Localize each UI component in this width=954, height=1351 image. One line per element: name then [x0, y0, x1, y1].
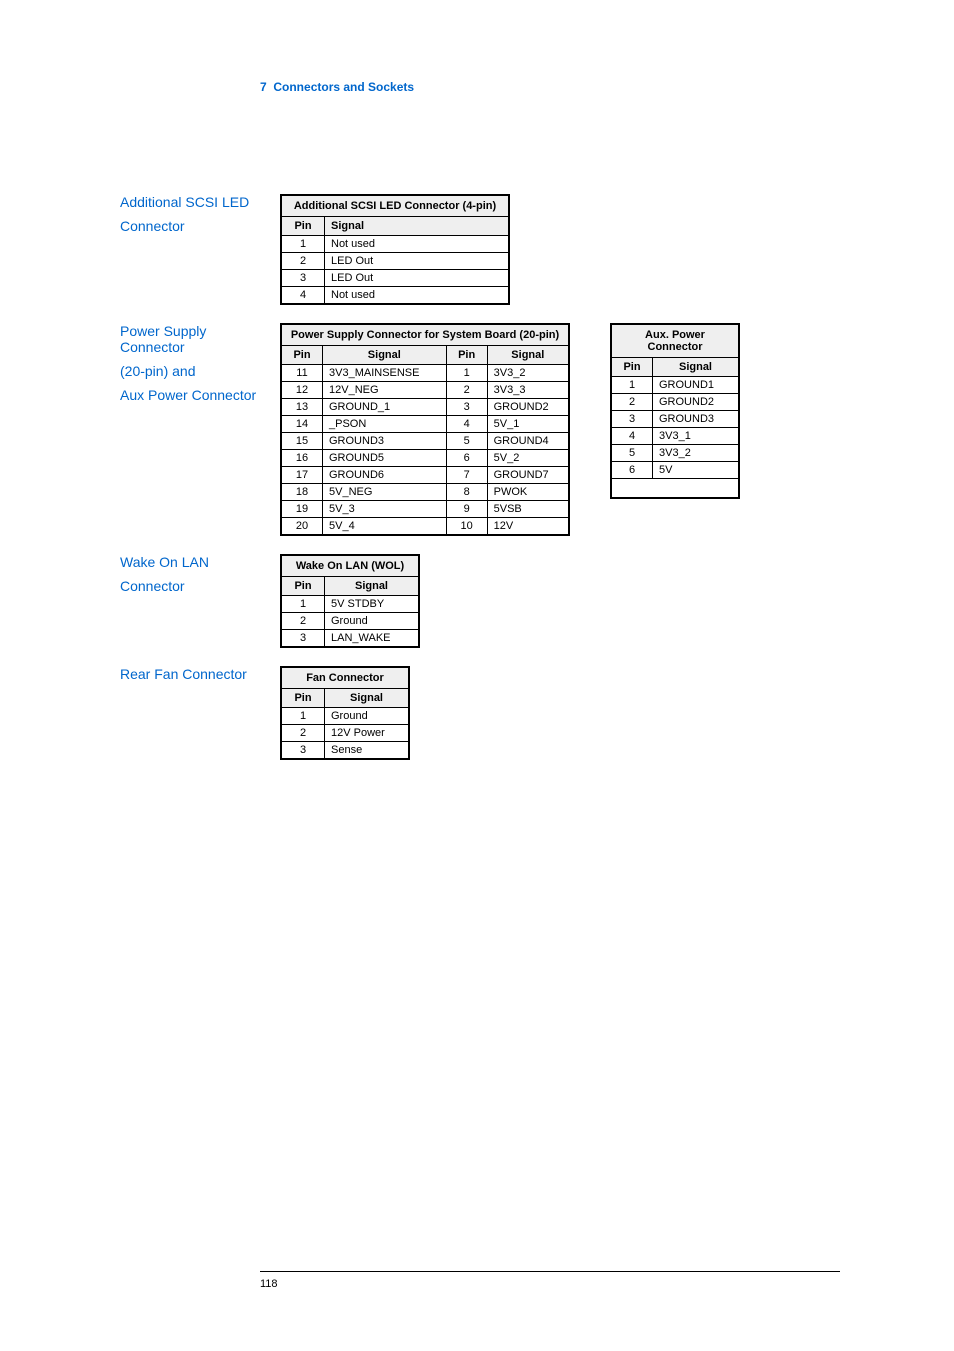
table-row: 2LED Out	[281, 253, 509, 270]
power-main-header: Power Supply Connector for System Board …	[281, 324, 569, 346]
power-col-signal-r: Signal	[487, 346, 569, 365]
table-row: 2GROUND2	[611, 394, 739, 411]
fan-header: Fan Connector	[281, 667, 409, 689]
fan-title: Rear Fan Connector	[120, 666, 270, 682]
table-row: 65V	[611, 462, 739, 479]
table-row: 3Sense	[281, 742, 409, 760]
power-title-1: Power Supply Connector	[120, 323, 270, 355]
wol-table: Wake On LAN (WOL) Pin Signal 15V STDBY 2…	[280, 554, 420, 648]
chapter-number: 7	[260, 80, 267, 94]
scsi-title-2: Connector	[120, 218, 270, 234]
table-row: 212V Power	[281, 725, 409, 742]
table-row: 205V_41012V	[281, 518, 569, 536]
table-row: 15GROUND35GROUND4	[281, 433, 569, 450]
fan-col-pin: Pin	[281, 689, 325, 708]
page-footer: 118	[260, 1271, 840, 1290]
scsi-title-1: Additional SCSI LED	[120, 194, 270, 210]
power-main-table: Power Supply Connector for System Board …	[280, 323, 570, 536]
chapter-title: Connectors and Sockets	[273, 80, 414, 94]
power-col-pin-l: Pin	[281, 346, 323, 365]
table-row: 53V3_2	[611, 445, 739, 462]
table-row: 4Not used	[281, 287, 509, 305]
table-row: 3GROUND3	[611, 411, 739, 428]
table-row: 3LED Out	[281, 270, 509, 287]
aux-col-pin: Pin	[611, 358, 653, 377]
table-row: 16GROUND565V_2	[281, 450, 569, 467]
table-row: 2Ground	[281, 613, 419, 630]
power-aux-table: Aux. Power Connector Pin Signal 1GROUND1…	[610, 323, 740, 499]
table-row: 1GROUND1	[611, 377, 739, 394]
wol-col-signal: Signal	[325, 577, 420, 596]
scsi-col-pin: Pin	[281, 217, 325, 236]
fan-col-signal: Signal	[325, 689, 410, 708]
aux-col-signal: Signal	[653, 358, 740, 377]
table-row: 14_PSON45V_1	[281, 416, 569, 433]
power-title-2: (20-pin) and	[120, 363, 270, 379]
table-row: 1Ground	[281, 708, 409, 725]
table-row	[611, 479, 739, 499]
power-title-3: Aux Power Connector	[120, 387, 270, 403]
chapter-header: 7 Connectors and Sockets	[260, 80, 834, 94]
fan-table: Fan Connector Pin Signal 1Ground 212V Po…	[280, 666, 410, 760]
wol-header: Wake On LAN (WOL)	[281, 555, 419, 577]
scsi-table: Additional SCSI LED Connector (4-pin) Pi…	[280, 194, 510, 305]
table-row: 113V3_MAINSENSE13V3_2	[281, 365, 569, 382]
table-row: 17GROUND67GROUND7	[281, 467, 569, 484]
power-col-pin-r: Pin	[446, 346, 487, 365]
table-row: 195V_395VSB	[281, 501, 569, 518]
page-number: 118	[260, 1278, 278, 1290]
table-row: 1Not used	[281, 236, 509, 253]
power-aux-header: Aux. Power Connector	[611, 324, 739, 358]
scsi-table-header: Additional SCSI LED Connector (4-pin)	[281, 195, 509, 217]
wol-title-2: Connector	[120, 578, 270, 594]
table-row: 1212V_NEG23V3_3	[281, 382, 569, 399]
table-row: 43V3_1	[611, 428, 739, 445]
table-row: 185V_NEG8PWOK	[281, 484, 569, 501]
power-col-signal-l: Signal	[323, 346, 447, 365]
wol-title-1: Wake On LAN	[120, 554, 270, 570]
scsi-col-signal: Signal	[325, 217, 510, 236]
table-row: 3LAN_WAKE	[281, 630, 419, 648]
table-row: 13GROUND_13GROUND2	[281, 399, 569, 416]
table-row: 15V STDBY	[281, 596, 419, 613]
wol-col-pin: Pin	[281, 577, 325, 596]
